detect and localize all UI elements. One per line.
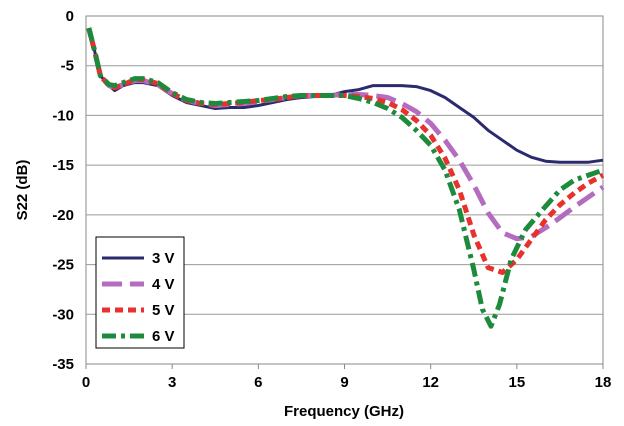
y-tick-label: -10 [52,107,74,124]
x-tick-label: 9 [340,374,348,391]
x-axis-title: Frequency (GHz) [284,403,404,420]
y-axis-title: S22 (dB) [14,160,31,221]
legend-label: 3 V [152,250,175,267]
x-tick-label: 18 [595,374,612,391]
legend-label: 4 V [152,276,175,293]
y-tick-labels: 0 -5 -10 -15 -20 -25 -30 -35 [52,8,74,373]
legend-label: 5 V [152,302,175,319]
y-tick-label: -5 [61,58,74,75]
x-tick-labels: 0 3 6 9 12 15 18 [82,364,612,391]
legend-label: 6 V [152,328,175,345]
x-tick-label: 12 [422,374,439,391]
y-tick-label: -25 [52,257,74,274]
x-tick-label: 3 [168,374,176,391]
y-tick-label: -35 [52,356,74,373]
y-tick-label: 0 [66,8,74,25]
legend: 3 V 4 V 5 V 6 V [95,236,185,349]
x-tick-label: 15 [508,374,525,391]
x-tick-label: 6 [254,374,262,391]
legend-box [95,236,185,349]
series-line [86,27,604,329]
y-tick-label: -20 [52,207,74,224]
y-tick-label: -30 [52,306,74,323]
y-tick-label: -15 [52,157,74,174]
x-tick-label: 0 [82,374,90,391]
series-lines [86,27,605,329]
